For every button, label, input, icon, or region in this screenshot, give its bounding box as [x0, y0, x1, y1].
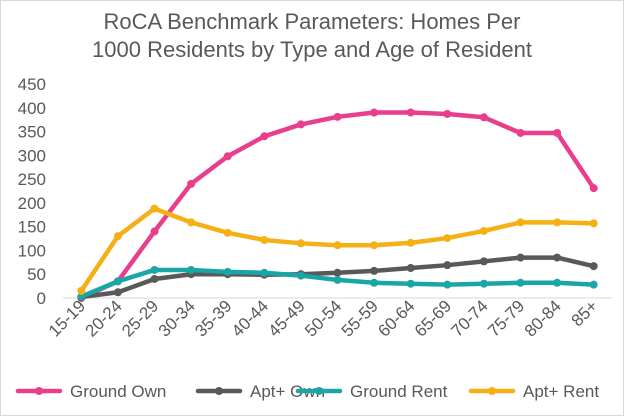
data-point — [296, 120, 305, 129]
data-point — [479, 279, 488, 288]
x-tick-label: 35-39 — [191, 296, 235, 340]
x-tick-label: 20-24 — [82, 296, 126, 340]
legend-item: Ground Rent — [295, 382, 448, 401]
data-point — [516, 128, 525, 137]
y-tick-label: 250 — [18, 170, 46, 189]
x-tick-label: 25-29 — [118, 296, 162, 340]
y-tick-label: 100 — [18, 241, 46, 260]
data-point — [516, 278, 525, 287]
legend-label: Apt+ Own — [250, 382, 325, 401]
data-point — [333, 275, 342, 284]
x-tick-label: 75-79 — [484, 296, 528, 340]
y-tick-label: 400 — [18, 99, 46, 118]
data-point — [479, 226, 488, 235]
x-tick-label: 60-64 — [374, 296, 418, 340]
data-point — [77, 286, 86, 295]
data-point — [443, 280, 452, 289]
data-point — [77, 292, 86, 301]
x-tick-label: 15-19 — [45, 296, 89, 340]
data-point — [223, 267, 232, 276]
data-point — [516, 218, 525, 227]
data-point — [406, 238, 415, 247]
data-point — [553, 128, 562, 137]
x-tick-label: 80-84 — [521, 296, 565, 340]
y-tick-label: 200 — [18, 194, 46, 213]
legend-swatch-marker — [315, 387, 323, 395]
chart-title: RoCA Benchmark Parameters: Homes Per 100… — [0, 8, 624, 64]
x-tick-label: 30-34 — [155, 296, 199, 340]
legend-item: Apt+ Rent — [468, 382, 599, 401]
data-point — [443, 261, 452, 270]
y-tick-label: 300 — [18, 146, 46, 165]
data-point — [187, 179, 196, 188]
data-point — [589, 219, 598, 228]
data-point — [113, 277, 122, 286]
data-point — [370, 266, 379, 275]
data-point — [260, 132, 269, 141]
data-point — [296, 239, 305, 248]
chart-title-line-2: 1000 Residents by Type and Age of Reside… — [92, 37, 532, 62]
data-point — [370, 278, 379, 287]
data-point — [260, 268, 269, 277]
data-point — [516, 253, 525, 262]
data-point — [150, 265, 159, 274]
data-point — [370, 241, 379, 250]
y-tick-label: 50 — [27, 265, 46, 284]
data-point — [370, 108, 379, 117]
chart-title-line-1: RoCA Benchmark Parameters: Homes Per — [103, 9, 521, 34]
data-point — [150, 274, 159, 283]
data-point — [406, 264, 415, 273]
data-point — [406, 279, 415, 288]
data-point — [113, 232, 122, 241]
data-point — [187, 265, 196, 274]
y-tick-label: 150 — [18, 218, 46, 237]
y-tick-label: 450 — [18, 75, 46, 94]
x-tick-label: 65-69 — [411, 296, 455, 340]
data-point — [333, 268, 342, 277]
x-tick-label: 45-49 — [265, 296, 309, 340]
data-point — [223, 228, 232, 237]
x-tick-label: 70-74 — [448, 296, 492, 340]
x-tick-label: 50-54 — [301, 296, 345, 340]
series-ground-rent — [77, 265, 598, 301]
data-point — [553, 278, 562, 287]
series-apt-rent — [77, 204, 598, 295]
y-tick-label: 350 — [18, 123, 46, 142]
legend-label: Apt+ Rent — [523, 382, 599, 401]
data-point — [589, 184, 598, 193]
data-point — [443, 234, 452, 243]
data-point — [479, 113, 488, 122]
x-tick-label: 85+ — [568, 296, 602, 330]
data-point — [553, 253, 562, 262]
legend-swatch-marker — [35, 387, 43, 395]
data-point — [553, 218, 562, 227]
x-tick-label: 55-59 — [338, 296, 382, 340]
data-point — [150, 204, 159, 213]
legend-swatch-marker — [215, 387, 223, 395]
data-point — [479, 257, 488, 266]
data-point — [406, 108, 415, 117]
x-tick-label: 40-44 — [228, 296, 272, 340]
data-point — [589, 262, 598, 271]
data-point — [333, 241, 342, 250]
data-point — [223, 152, 232, 161]
data-point — [150, 227, 159, 236]
legend-swatch-marker — [488, 387, 496, 395]
legend-item: Ground Own — [15, 382, 166, 401]
data-point — [113, 288, 122, 297]
data-point — [589, 280, 598, 289]
legend-label: Ground Rent — [350, 382, 448, 401]
data-point — [443, 109, 452, 118]
legend-label: Ground Own — [70, 382, 166, 401]
data-point — [260, 235, 269, 244]
data-point — [333, 112, 342, 121]
legend-item: Apt+ Own — [195, 382, 325, 401]
data-point — [296, 271, 305, 280]
y-tick-label: 0 — [37, 289, 46, 308]
data-point — [187, 218, 196, 227]
